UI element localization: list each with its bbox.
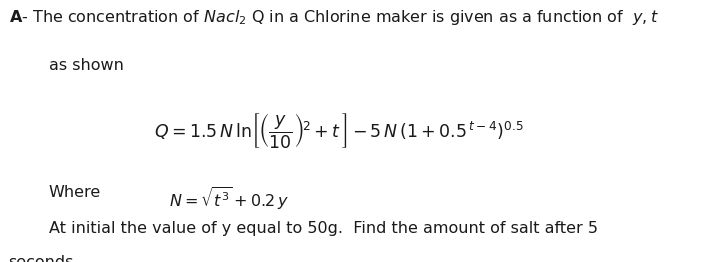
Text: $N = \sqrt{t^3} + 0.2\, y$: $N = \sqrt{t^3} + 0.2\, y$ <box>169 185 289 212</box>
Text: At initial the value of y equal to 50g.  Find the amount of salt after 5: At initial the value of y equal to 50g. … <box>49 221 598 236</box>
Text: $Q = 1.5\, N\, \ln\!\left[\left(\dfrac{y}{10}\right)^{\!2} + t\,\right] - 5\, N\: $Q = 1.5\, N\, \ln\!\left[\left(\dfrac{y… <box>153 111 523 150</box>
Text: as shown: as shown <box>49 58 124 73</box>
Text: $\mathbf{A\text{-}}$ The concentration of $\mathit{Nacl}_2$ Q in a Chlorine make: $\mathbf{A\text{-}}$ The concentration o… <box>9 8 659 27</box>
Text: seconds.: seconds. <box>9 255 79 262</box>
Text: Where: Where <box>49 185 102 200</box>
